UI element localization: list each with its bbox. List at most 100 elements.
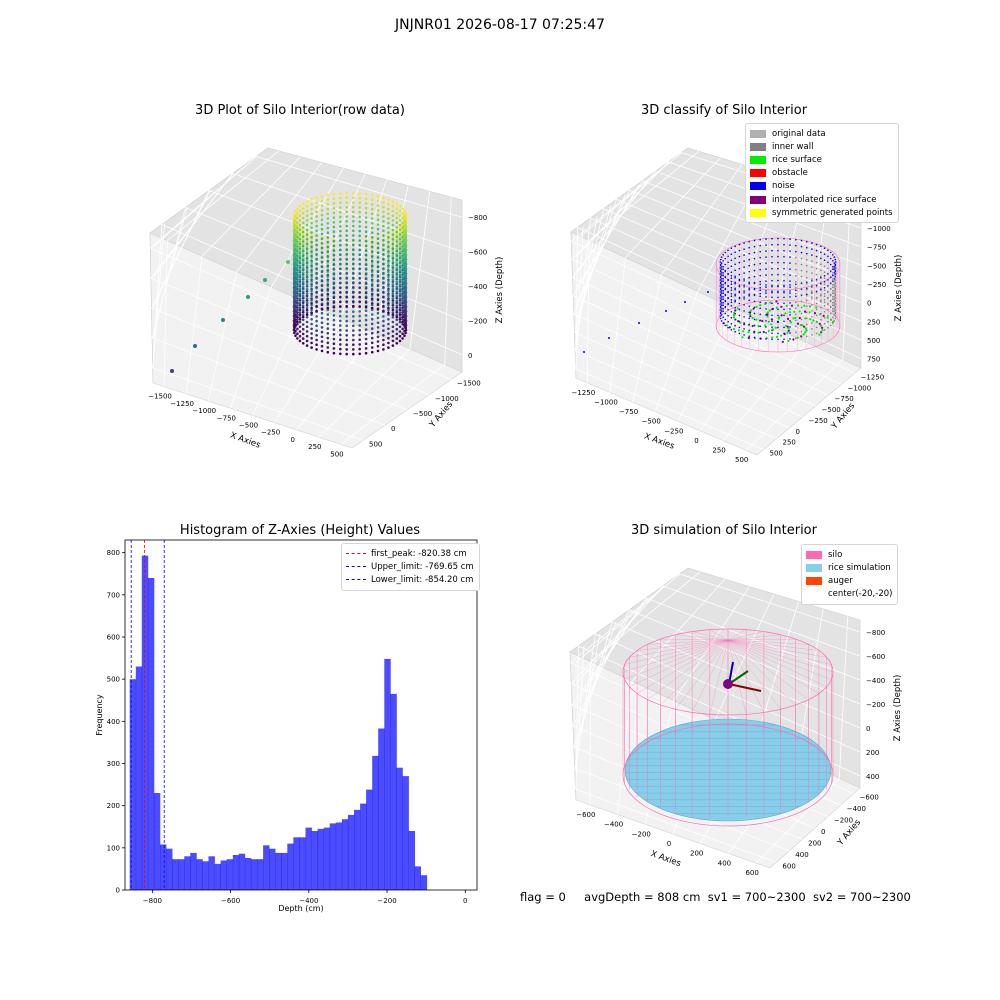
raw-data-point: [358, 291, 362, 294]
histogram-y-tick-label: 300: [107, 760, 120, 768]
raw-data-point: [376, 297, 380, 301]
raw-data-point: [320, 227, 324, 231]
legend-label: first_peak: -820.38 cm: [371, 548, 467, 559]
raw-data-point: [292, 262, 296, 266]
raw-data-point: [310, 226, 313, 230]
cls-wall-point: [730, 289, 733, 292]
histogram-bar: [184, 856, 191, 890]
raw-data-point: [401, 313, 404, 317]
raw-data-point: [326, 288, 330, 291]
raw-data-point: [404, 251, 407, 255]
raw-data-point: [293, 297, 296, 301]
raw-data-point: [292, 281, 296, 285]
cls-wall-point: [811, 298, 813, 300]
cls-wall-point: [834, 300, 837, 303]
raw-data-point: [332, 252, 336, 256]
raw-data-point: [293, 251, 296, 255]
raw-data-point: [332, 295, 336, 298]
cls-wall-point: [771, 284, 773, 287]
cls-wall-point: [832, 268, 834, 271]
histogram-bar: [166, 848, 173, 890]
raw-data-point: [404, 232, 407, 236]
raw-data-point: [387, 198, 390, 201]
cls-wall-point: [783, 320, 785, 323]
raw-data-point: [403, 276, 406, 279]
cls-wall-point: [800, 336, 803, 339]
cls-wall-point: [738, 278, 741, 281]
raw-data-point: [315, 291, 318, 295]
raw-data-point: [364, 314, 368, 317]
raw-data-point: [320, 330, 324, 334]
raw-data-point: [404, 288, 407, 292]
raw-data-point: [296, 238, 299, 241]
raw-data-point: [345, 319, 349, 323]
cls-wall-point: [800, 312, 803, 315]
cls-wall-point: [730, 317, 733, 319]
cls-rice-point: [813, 312, 817, 315]
cls-wall-point: [727, 278, 729, 281]
raw-data-point: [358, 243, 362, 247]
cls-rice-point: [751, 316, 754, 320]
raw-data-point: [301, 296, 305, 300]
raw-data-point: [391, 283, 395, 286]
raw-data-point: [301, 233, 305, 237]
cls-wall-point: [734, 330, 736, 333]
sim-silo-roof-line: [727, 638, 796, 641]
sim-z-tick-label: −800: [866, 629, 885, 637]
raw-data-point: [301, 254, 305, 257]
cls-wall-point: [795, 268, 797, 271]
raw-data-point: [364, 290, 368, 294]
cls-rice-point: [801, 324, 804, 327]
raw-data-point: [395, 294, 399, 298]
raw-data-point: [298, 233, 302, 236]
raw-data-point: [387, 308, 390, 312]
raw-data-point: [294, 214, 297, 218]
sim-silo-roof-line: [727, 639, 832, 665]
raw-data-point: [387, 254, 390, 258]
cls-wall-point: [827, 320, 829, 323]
raw-data-point: [305, 283, 309, 286]
raw-x-tick-label: 250: [308, 443, 321, 451]
raw-data-point: [391, 325, 395, 329]
raw-data-point: [352, 238, 355, 242]
cls-wall-point: [806, 258, 808, 261]
sim-z-tick-label: −600: [866, 653, 885, 661]
cls-wall-point: [800, 263, 803, 266]
raw-data-point: [298, 264, 302, 267]
raw-data-point: [294, 268, 297, 272]
raw-data-point: [315, 276, 318, 280]
raw-data-point: [364, 347, 368, 350]
raw-data-point: [320, 275, 324, 278]
raw-data-point: [298, 273, 302, 277]
raw-data-point: [395, 263, 399, 267]
raw-data-point: [376, 321, 380, 325]
cls-wall-point: [789, 262, 791, 264]
raw-data-point: [345, 286, 349, 289]
cls-wall-point: [815, 332, 818, 335]
raw-data-point: [387, 242, 390, 246]
raw-data-point: [398, 330, 402, 333]
raw-data-point: [370, 193, 374, 197]
raw-data-point: [293, 264, 296, 268]
cls-wall-point: [833, 286, 836, 288]
sim-silo-roof-line: [622, 639, 729, 673]
raw-data-point: [326, 256, 330, 260]
cls-wall-point: [777, 326, 779, 329]
raw-data-point: [391, 330, 395, 333]
cls-back-wall-left: [570, 147, 689, 379]
cls-wall-point: [834, 258, 837, 261]
cls-rice-point: [736, 307, 740, 310]
raw-data-point: [352, 239, 355, 243]
cls-wall-point: [811, 316, 813, 318]
sim-z-gridline: [575, 621, 861, 748]
raw-data-point: [305, 238, 309, 241]
raw-data-point: [398, 259, 402, 263]
cls-rice-point: [808, 311, 811, 314]
cls-wall-point: [806, 299, 808, 302]
raw-z-tick-label: −800: [468, 214, 487, 222]
raw-data-point: [370, 237, 374, 241]
cls-wall-point: [834, 317, 837, 320]
raw-data-point: [294, 306, 297, 309]
cls-wall-point: [827, 302, 829, 305]
raw-data-point: [298, 330, 302, 333]
